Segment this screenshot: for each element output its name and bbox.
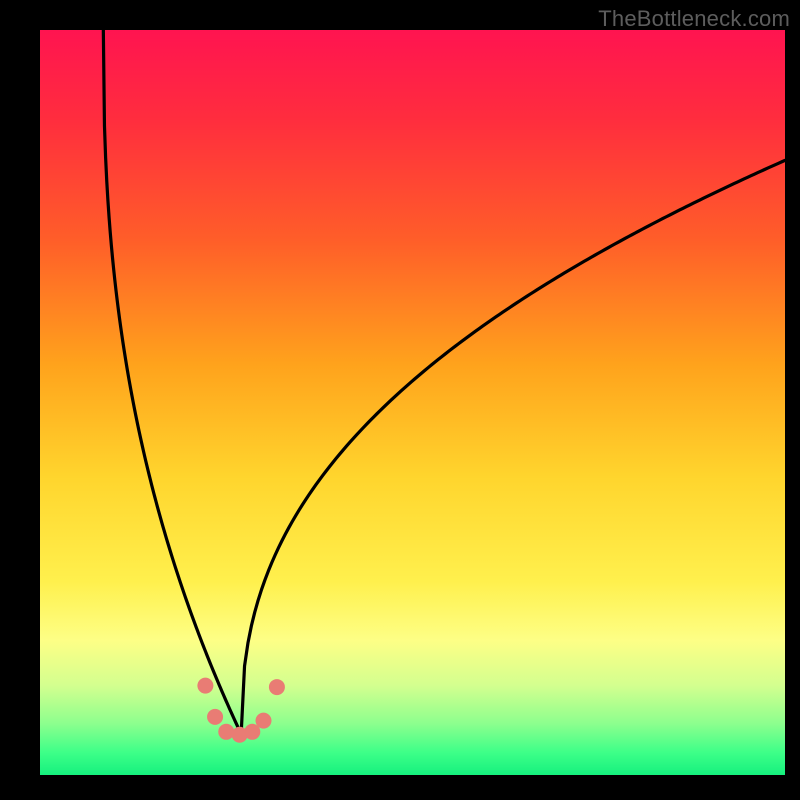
trough-marker [207, 709, 223, 725]
gradient-background [40, 30, 785, 775]
trough-marker [197, 678, 213, 694]
plot-svg [40, 30, 785, 775]
trough-marker [269, 679, 285, 695]
watermark-text: TheBottleneck.com [598, 6, 790, 32]
plot-area [40, 30, 785, 775]
trough-marker [256, 713, 272, 729]
stage: TheBottleneck.com [0, 0, 800, 800]
trough-marker [218, 724, 234, 740]
